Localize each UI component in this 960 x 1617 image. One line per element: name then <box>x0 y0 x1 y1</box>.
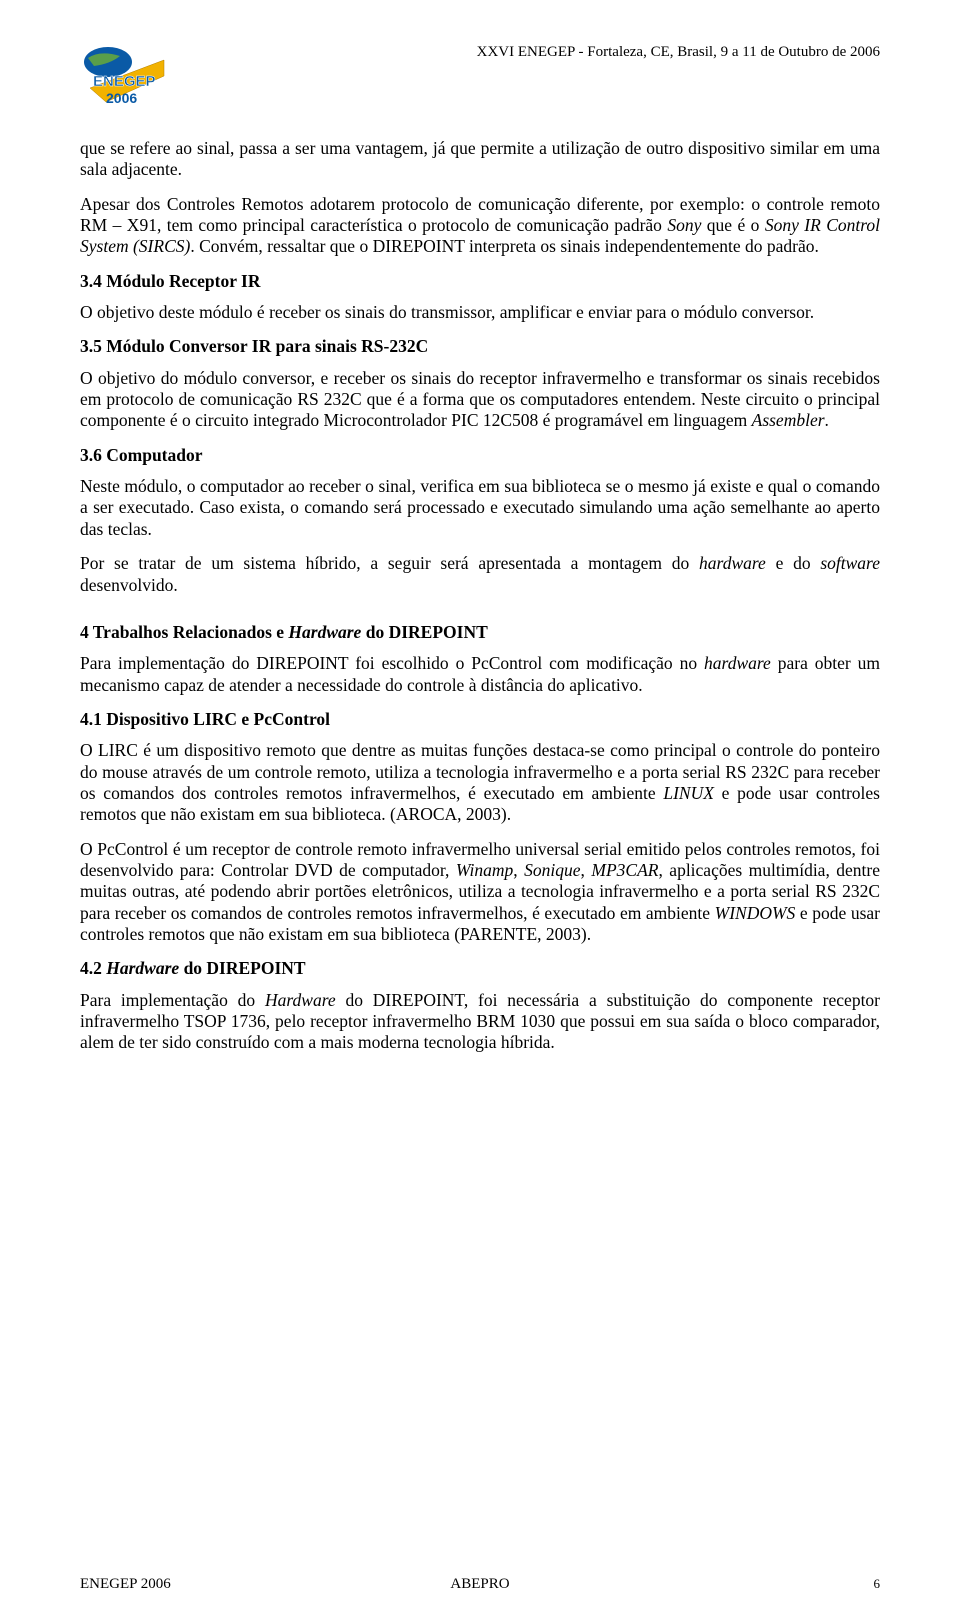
heading-4: 4 Trabalhos Relacionados e Hardware do D… <box>80 622 880 643</box>
header-conference-line: XXVI ENEGEP - Fortaleza, CE, Brasil, 9 a… <box>186 40 880 61</box>
heading-3-6: 3.6 Computador <box>80 445 880 466</box>
heading-3-5: 3.5 Módulo Conversor IR para sinais RS-2… <box>80 336 880 357</box>
page-footer: ENEGEP 2006 ABEPRO 6 <box>80 1576 880 1593</box>
paragraph-4-2: Para implementação do Hardware do DIREPO… <box>80 990 880 1054</box>
paragraph-intro: que se refere ao sinal, passa a ser uma … <box>80 138 880 181</box>
paragraph-4-1b: O PcControl é um receptor de controle re… <box>80 839 880 946</box>
document-page: ENEGEP 2006 XXVI ENEGEP - Fortaleza, CE,… <box>0 0 960 1617</box>
document-body: que se refere ao sinal, passa a ser uma … <box>80 138 880 1054</box>
footer-left: ENEGEP 2006 <box>80 1576 171 1593</box>
heading-4-2: 4.2 Hardware do DIREPOINT <box>80 958 880 979</box>
footer-page-number: 6 <box>874 1576 881 1592</box>
logo-text-enegep: ENEGEP <box>93 73 156 90</box>
page-header: ENEGEP 2006 XXVI ENEGEP - Fortaleza, CE,… <box>80 40 880 110</box>
paragraph-4-1a: O LIRC é um dispositivo remoto que dentr… <box>80 740 880 825</box>
logo-text-year: 2006 <box>106 90 137 106</box>
paragraph-3-6a: Neste módulo, o computador ao receber o … <box>80 476 880 540</box>
paragraph-3-6b: Por se tratar de um sistema híbrido, a s… <box>80 553 880 596</box>
paragraph-3-4: O objetivo deste módulo é receber os sin… <box>80 302 880 323</box>
heading-4-1: 4.1 Dispositivo LIRC e PcControl <box>80 709 880 730</box>
heading-3-4: 3.4 Módulo Receptor IR <box>80 271 880 292</box>
paragraph-3-5: O objetivo do módulo conversor, e recebe… <box>80 368 880 432</box>
paragraph-apesar: Apesar dos Controles Remotos adotarem pr… <box>80 194 880 258</box>
paragraph-4: Para implementação do DIREPOINT foi esco… <box>80 653 880 696</box>
footer-center: ABEPRO <box>450 1576 509 1593</box>
enegep-logo: ENEGEP 2006 <box>80 40 170 110</box>
